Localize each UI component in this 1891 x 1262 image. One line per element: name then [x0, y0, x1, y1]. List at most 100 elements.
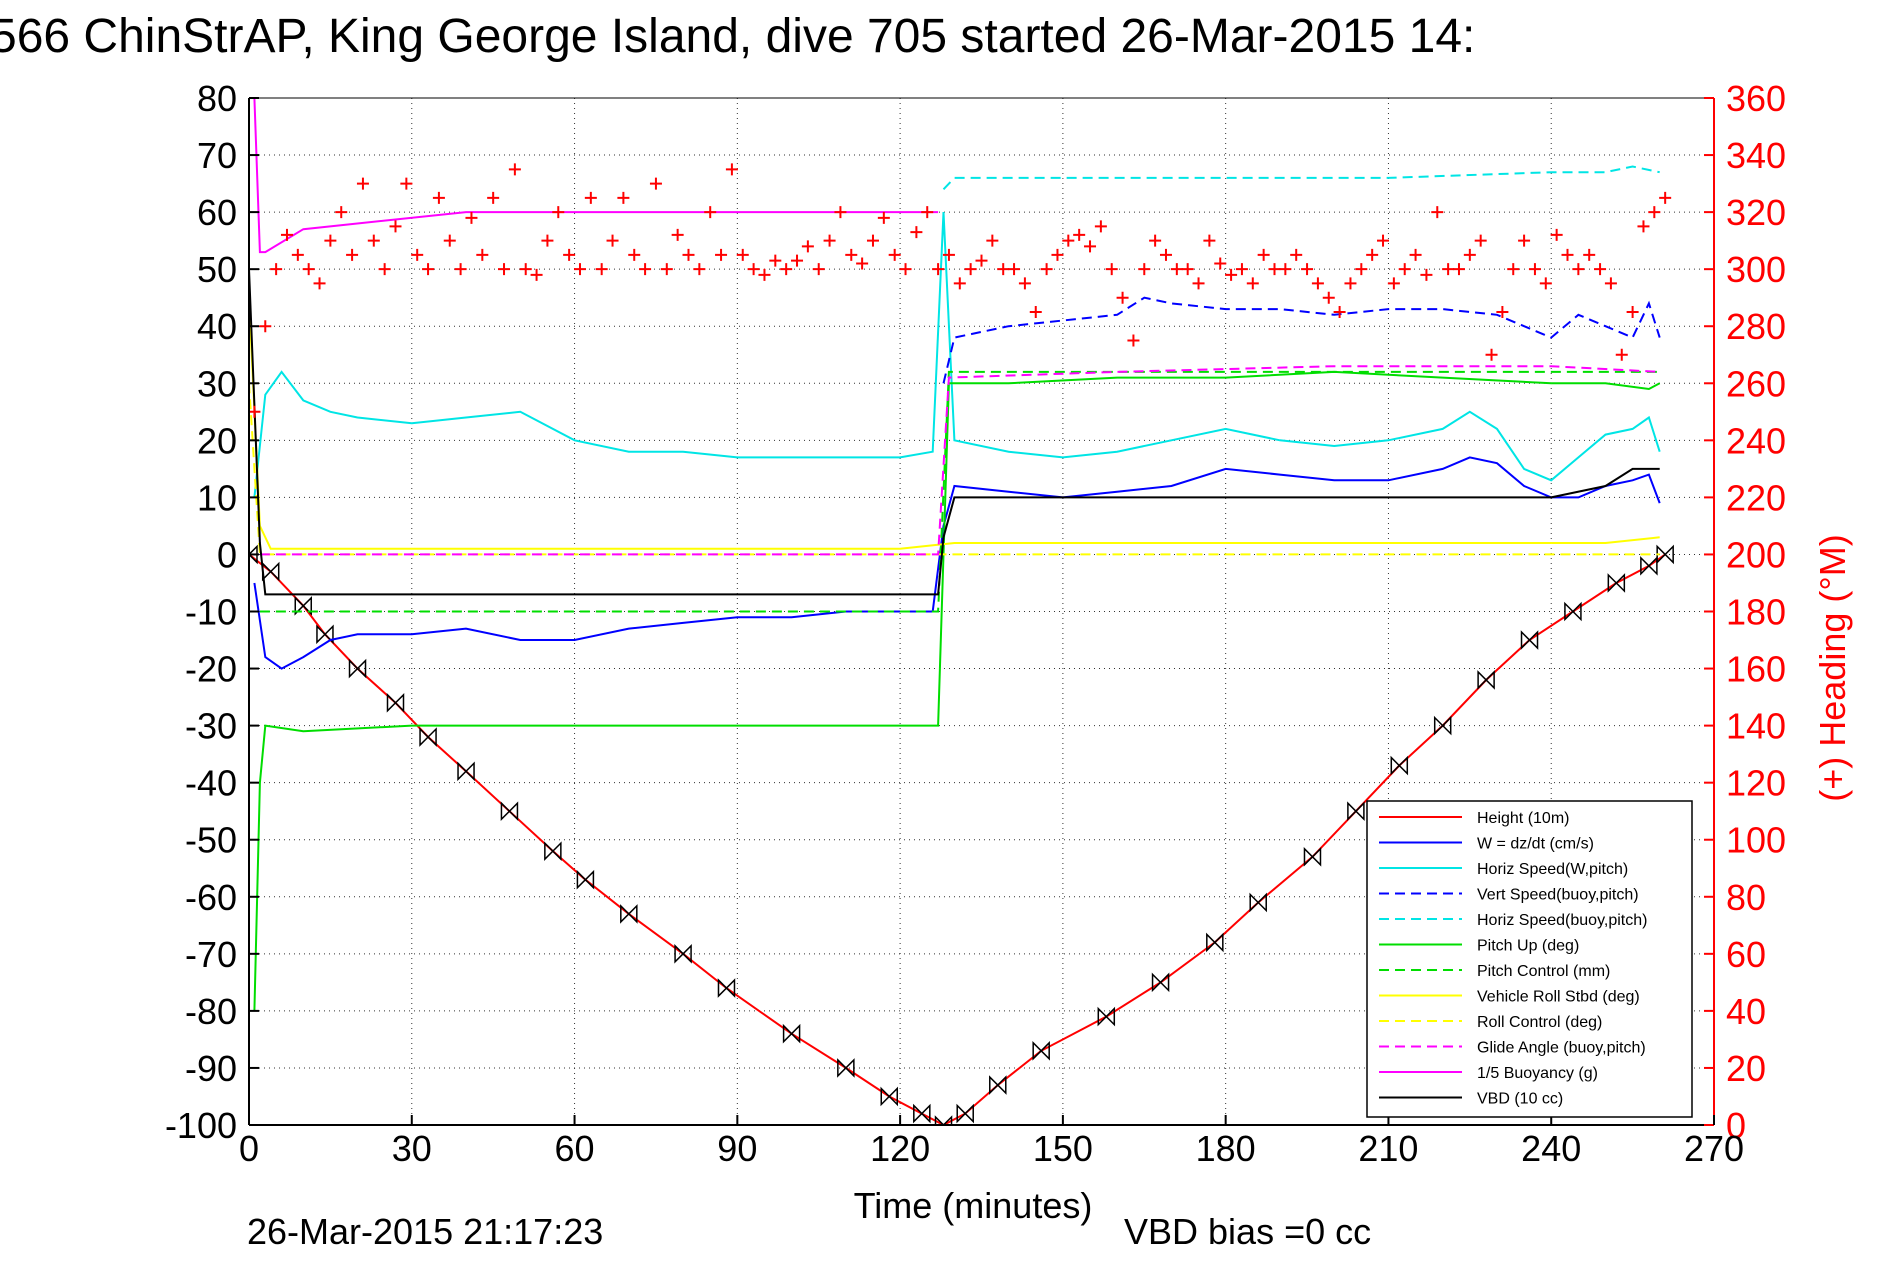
x-axis-label: Time (minutes) — [854, 1185, 1093, 1226]
heading-point — [1257, 248, 1270, 261]
heading-point — [1149, 234, 1162, 247]
legend-label: Pitch Up (deg) — [1477, 938, 1579, 955]
y-tick-label-right: 140 — [1726, 706, 1786, 747]
heading-point — [899, 263, 912, 276]
heading-point — [280, 228, 293, 241]
heading-point — [1398, 263, 1411, 276]
height-point — [782, 1023, 801, 1044]
heading-point — [400, 177, 413, 190]
heading-point — [1452, 263, 1465, 276]
heading-point — [595, 263, 608, 276]
heading-point — [1561, 248, 1574, 261]
heading-point — [389, 220, 402, 233]
heading-point — [617, 191, 630, 204]
heading-point — [1127, 334, 1140, 347]
heading-point — [725, 163, 738, 176]
y-tick-label-left: 40 — [197, 306, 237, 347]
heading-point — [249, 405, 261, 418]
heading-point — [736, 248, 749, 261]
legend-label: Height (10m) — [1477, 810, 1569, 827]
y-tick-label-right: 180 — [1726, 592, 1786, 633]
legend-label: Vert Speed(buoy,pitch) — [1477, 887, 1639, 904]
heading-point — [313, 277, 326, 290]
heading-point — [335, 206, 348, 219]
heading-point — [422, 263, 435, 276]
footer-timestamp: 26-Mar-2015 21:17:23 — [247, 1211, 603, 1252]
series-line-10 — [253, 98, 939, 254]
y-tick-label-right: 20 — [1726, 1048, 1766, 1089]
series-line-11 — [249, 269, 1660, 596]
y-tick-label-left: 20 — [197, 420, 237, 461]
height-point — [261, 561, 280, 582]
x-tick-label: 270 — [1684, 1128, 1744, 1169]
heading-point — [1572, 263, 1585, 276]
legend: Height (10m) W = dz/dt (cm/s) Horiz Speed(… — [1366, 800, 1693, 1118]
heading-point — [1105, 263, 1118, 276]
heading-point — [747, 263, 760, 276]
y-tick-label-right: 200 — [1726, 534, 1786, 575]
heading-point — [356, 177, 369, 190]
height-point — [500, 801, 519, 822]
heading-point — [487, 191, 500, 204]
series-line-7 — [249, 297, 1660, 550]
series-line-4 — [942, 165, 1660, 190]
x-tick-label: 240 — [1521, 1128, 1581, 1169]
heading-point — [1040, 263, 1053, 276]
heading-point — [1159, 248, 1172, 261]
heading-point — [291, 248, 304, 261]
heading-point — [367, 234, 380, 247]
height-point — [913, 1103, 931, 1124]
x-tick-label: 0 — [239, 1128, 259, 1169]
heading-point — [1301, 263, 1314, 276]
y-tick-label-left: -30 — [185, 706, 237, 747]
series-line-9 — [259, 365, 1660, 556]
legend-label: Roll Control (deg) — [1477, 1014, 1602, 1031]
heading-point — [573, 263, 586, 276]
height-point — [249, 544, 258, 565]
heading-point — [801, 240, 814, 253]
heading-point — [1344, 277, 1357, 290]
plot-layer: 80706050403020100-10-20-30-40-50-60-70-8… — [165, 78, 1786, 1169]
y-tick-label-right: 60 — [1726, 934, 1766, 975]
x-tick-label: 90 — [717, 1128, 757, 1169]
heading-point — [856, 257, 869, 270]
heading-point — [1496, 305, 1509, 318]
heading-point — [476, 248, 489, 261]
legend-label: 1/5 Buoyancy (g) — [1477, 1065, 1598, 1082]
heading-point — [639, 263, 652, 276]
chart-title: 566 ChinStrAP, King George Island, dive … — [0, 10, 1475, 63]
heading-point — [584, 191, 597, 204]
height-point — [1206, 932, 1224, 953]
heading-point — [1203, 234, 1216, 247]
heading-point — [454, 263, 467, 276]
heading-point — [1018, 277, 1031, 290]
legend-label: Pitch Control (mm) — [1477, 963, 1610, 980]
height-point — [1151, 972, 1170, 993]
y-tick-label-right: 300 — [1726, 249, 1786, 290]
x-tick-label: 210 — [1358, 1128, 1418, 1169]
heading-point — [1594, 263, 1607, 276]
legend-label: VBD (10 cc) — [1477, 1091, 1563, 1108]
height-point — [419, 727, 437, 747]
heading-point — [910, 226, 923, 239]
heading-point — [1431, 206, 1444, 219]
heading-point — [302, 263, 315, 276]
height-point — [386, 692, 405, 713]
heading-point — [1615, 348, 1628, 361]
heading-point — [1322, 291, 1335, 304]
x-tick-label: 120 — [870, 1128, 930, 1169]
y-tick-label-left: -100 — [165, 1105, 237, 1146]
series-line-6 — [259, 370, 1660, 613]
heading-point — [1420, 268, 1433, 281]
y-tick-label-right: 280 — [1726, 306, 1786, 347]
footer-vbd-bias: VBD bias =0 cc — [1124, 1211, 1371, 1252]
x-tick-label: 60 — [555, 1128, 595, 1169]
y-tick-label-left: -40 — [185, 763, 237, 804]
height-point — [544, 841, 562, 861]
heading-point — [1062, 234, 1075, 247]
heading-point — [953, 277, 966, 290]
heading-point — [649, 177, 662, 190]
heading-point — [1409, 248, 1422, 261]
